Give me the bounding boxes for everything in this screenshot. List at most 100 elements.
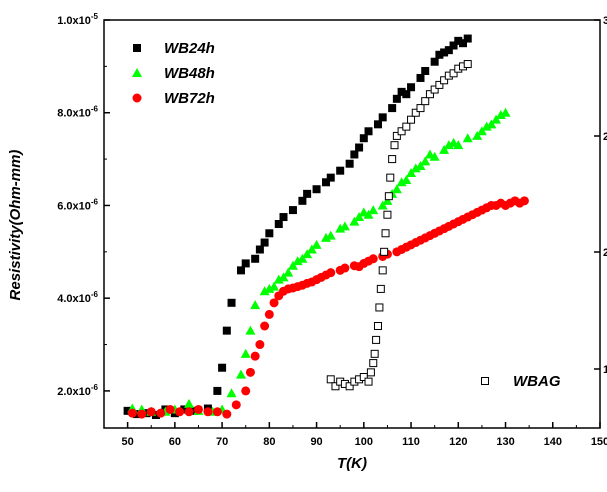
data-point: [454, 36, 463, 45]
data-point: [381, 229, 390, 238]
data-point: [245, 325, 256, 335]
y-tick-label: 2.0x10-6: [57, 383, 98, 398]
data-point: [312, 185, 321, 194]
data-point: [453, 140, 464, 150]
data-point: [401, 174, 412, 184]
data-point: [444, 46, 453, 55]
legend-marker: [481, 377, 489, 385]
data-point: [386, 173, 395, 182]
data-point: [222, 326, 231, 335]
data-point: [410, 163, 421, 173]
data-point: [255, 340, 265, 350]
data-point: [491, 114, 502, 124]
data-point: [376, 284, 385, 293]
data-point: [156, 408, 166, 418]
data-point: [303, 189, 312, 198]
data-point: [127, 408, 137, 418]
data-point: [421, 97, 430, 106]
data-point: [235, 369, 246, 379]
x-axis-title: T(K): [337, 455, 367, 472]
data-point: [373, 322, 382, 330]
data-point: [440, 48, 449, 57]
data-point: [345, 159, 354, 168]
data-point: [264, 283, 275, 293]
data-point: [287, 260, 298, 270]
data-point: [133, 410, 142, 419]
data-point: [335, 223, 346, 233]
data-point: [396, 177, 407, 187]
y-tick-label: 1.0x10-5: [57, 12, 98, 27]
data-point: [264, 309, 274, 319]
legend-label: WB72h: [164, 90, 215, 107]
data-point: [274, 220, 283, 228]
data-point: [402, 90, 411, 99]
data-series: [123, 34, 529, 420]
data-point: [241, 386, 251, 396]
data-point: [349, 216, 360, 226]
data-point: [378, 113, 387, 122]
x-tick-label: 60: [169, 436, 181, 448]
data-point: [213, 386, 222, 395]
series-WB72h: [127, 196, 529, 419]
data-point: [321, 232, 332, 242]
data-point: [383, 210, 392, 219]
x-tick-label: 70: [216, 436, 228, 448]
data-point: [397, 127, 406, 136]
data-point: [481, 121, 492, 131]
data-point: [364, 127, 373, 136]
data-point: [269, 298, 279, 308]
data-point: [250, 351, 260, 361]
data-point: [380, 247, 389, 256]
data-point: [416, 73, 425, 82]
x-tick-label: 130: [496, 436, 514, 448]
data-point: [269, 281, 280, 291]
data-point: [406, 168, 417, 177]
data-point: [421, 67, 430, 75]
data-point: [137, 409, 147, 419]
series-WBAG: [326, 60, 472, 391]
right-axis: 1 2 2 3: [594, 15, 607, 376]
data-point: [227, 298, 236, 307]
legend-label: WBAG: [513, 373, 561, 390]
data-point: [420, 156, 431, 166]
legend-marker: [132, 93, 142, 103]
data-point: [377, 200, 388, 210]
data-point: [259, 286, 270, 296]
data-point: [373, 120, 382, 129]
data-point: [222, 409, 232, 419]
data-point: [463, 34, 472, 43]
data-point: [407, 115, 416, 124]
data-point: [260, 321, 270, 331]
right-tick-label: 3: [603, 15, 607, 27]
data-point: [322, 178, 331, 187]
data-point: [495, 110, 506, 120]
data-point: [415, 161, 426, 171]
y-tick-label: 4.0x10-6: [57, 290, 98, 305]
data-point: [476, 126, 487, 136]
data-point: [279, 213, 288, 222]
data-point: [123, 406, 132, 415]
data-point: [297, 253, 308, 263]
data-point: [500, 107, 511, 117]
data-point: [429, 151, 440, 161]
data-point: [459, 39, 468, 48]
data-point: [363, 209, 374, 219]
data-point: [184, 398, 195, 408]
x-tick-label: 80: [263, 436, 275, 448]
data-point: [463, 60, 472, 69]
series-WB24h: [123, 34, 472, 420]
data-point: [278, 272, 289, 282]
data-point: [255, 245, 264, 254]
data-point: [392, 94, 401, 103]
data-point: [355, 143, 364, 152]
data-point: [336, 166, 345, 175]
data-point: [430, 85, 439, 94]
x-tick-label: 100: [355, 436, 373, 448]
data-point: [184, 407, 194, 417]
data-point: [326, 268, 336, 278]
data-point: [440, 76, 449, 85]
data-point: [392, 131, 401, 140]
data-point: [180, 405, 189, 414]
data-point: [443, 140, 454, 150]
